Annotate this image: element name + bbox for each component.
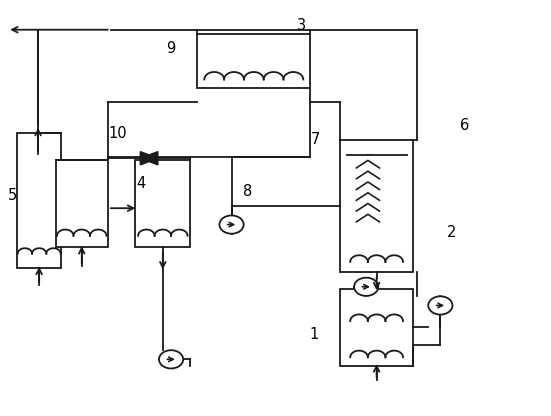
Text: 4: 4 [136, 176, 145, 191]
Text: 7: 7 [310, 132, 320, 147]
Text: 2: 2 [447, 225, 456, 240]
Text: 5: 5 [8, 188, 18, 203]
Text: 6: 6 [461, 118, 470, 133]
Bar [136, 160, 190, 248]
Circle shape [354, 277, 379, 296]
Bar [17, 134, 61, 268]
Circle shape [219, 215, 244, 234]
Polygon shape [141, 151, 158, 165]
Bar [197, 34, 310, 88]
Bar [341, 140, 413, 272]
Bar [341, 289, 413, 366]
Text: 9: 9 [166, 41, 176, 56]
Circle shape [428, 296, 452, 314]
Text: 1: 1 [309, 327, 318, 342]
Polygon shape [141, 151, 158, 165]
Circle shape [159, 350, 183, 369]
Text: 3: 3 [298, 18, 306, 33]
Bar [56, 160, 108, 248]
Text: 8: 8 [244, 184, 253, 199]
Text: 10: 10 [109, 126, 127, 141]
